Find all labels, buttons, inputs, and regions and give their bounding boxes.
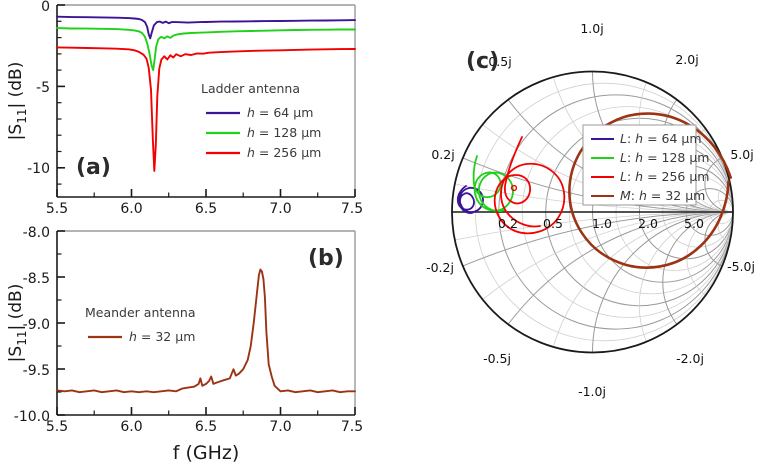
smith-curves bbox=[456, 112, 733, 269]
panel-b-legend-label-0: h = 32 μm bbox=[129, 329, 195, 344]
svg-text:|S11| (dB): |S11| (dB) bbox=[6, 284, 29, 363]
smith-imag-label-lower-3: -2.0j bbox=[676, 351, 704, 366]
panel-a-xtick-1: 6.0 bbox=[120, 201, 142, 217]
smith-curve-h32 bbox=[568, 112, 733, 269]
panel-b-ytick-2: -9.0 bbox=[23, 317, 50, 333]
panel-a-ylabel-sub: 11 bbox=[15, 109, 29, 124]
smith-imag-label-upper-1: 0.5j bbox=[488, 54, 511, 69]
panel-b-legend: Meander antenna h = 32 μm bbox=[85, 305, 195, 344]
panel-b-yticks bbox=[57, 230, 65, 416]
smith-real-label-1: 0.5 bbox=[543, 216, 563, 231]
panel-b-ylabel-sub: 11 bbox=[15, 331, 29, 346]
panel-b: -8.0 -8.5 -9.0 -9.5 -10.0 5.5 6.0 6.5 7.… bbox=[6, 225, 363, 464]
smith-real-label-0: 0.2 bbox=[498, 216, 518, 231]
panel-a-xtick-3: 7.0 bbox=[269, 201, 291, 217]
panel-a-ytick-0: 0 bbox=[41, 0, 50, 15]
panel-c-label: (c) bbox=[466, 49, 499, 74]
curve-meander-h32 bbox=[56, 268, 356, 394]
smith-real-label-3: 2.0 bbox=[638, 216, 658, 231]
panel-b-xticks bbox=[56, 407, 356, 415]
smith-real-label-2: 1.0 bbox=[592, 216, 612, 231]
panel-a-xtick-2: 6.5 bbox=[195, 201, 217, 217]
panel-b-xlabel: f (GHz) bbox=[173, 442, 240, 464]
panel-b-ylabel-post: | (dB) bbox=[6, 284, 26, 331]
smith-imag-label-lower-0: -0.2j bbox=[426, 260, 454, 275]
panel-a-ytick-1: -5 bbox=[36, 80, 50, 96]
panel-a-legend: Ladder antenna h = 64 μm h = 128 μm h = … bbox=[201, 81, 321, 160]
panel-b-ytick-1: -8.5 bbox=[23, 271, 50, 287]
panel-a-ylabel-post: | (dB) bbox=[6, 62, 26, 109]
smith-outer-circle bbox=[451, 70, 734, 354]
smith-imag-label-lower-2: -1.0j bbox=[578, 384, 606, 399]
panel-b-ytick-4: -10.0 bbox=[14, 409, 50, 425]
panel-a-xtick-0: 5.5 bbox=[46, 201, 68, 217]
panel-b-legend-title: Meander antenna bbox=[85, 305, 195, 320]
panel-c-legend: L: h = 64 μm L: h = 128 μm L: h = 256 μm… bbox=[582, 124, 709, 206]
smith-curve-h128 bbox=[472, 155, 514, 212]
panel-b-ytick-0: -8.0 bbox=[23, 225, 50, 241]
panel-b-label: (b) bbox=[308, 246, 344, 271]
smith-curve-h64 bbox=[456, 185, 484, 214]
panel-a-ylabel: |S11| (dB) bbox=[6, 62, 29, 141]
panel-a-legend-label-2: h = 256 μm bbox=[247, 145, 321, 160]
panel-b-ytick-3: -9.5 bbox=[23, 363, 50, 379]
curve-ladder-h128 bbox=[56, 27, 356, 72]
smith-imag-label-upper-2: 1.0j bbox=[580, 21, 603, 36]
panel-a-ytick-2: -10 bbox=[27, 161, 50, 177]
panel-b-xtick-3: 7.0 bbox=[269, 419, 291, 435]
smith-imag-label-upper-4: 5.0j bbox=[730, 147, 753, 162]
panel-b-xtick-1: 6.0 bbox=[120, 419, 142, 435]
smith-real-label-4: 5.0 bbox=[684, 216, 704, 231]
panel-b-ylabel: |S11| (dB) bbox=[6, 284, 29, 363]
panel-c-legend-label-0: L: h = 64 μm bbox=[620, 131, 702, 146]
curve-ladder-h64 bbox=[56, 15, 356, 40]
panel-a-yticks bbox=[57, 4, 65, 185]
panel-a-xtick-4: 7.5 bbox=[341, 201, 363, 217]
panel-b-xtick-4: 7.5 bbox=[341, 419, 363, 435]
curve-ladder-h256 bbox=[56, 46, 356, 172]
smith-imag-label-upper-0: 0.2j bbox=[431, 147, 454, 162]
panel-a: 0 -5 -10 5.5 6.0 6.5 7.0 7.5 bbox=[6, 0, 363, 217]
smith-imag-label-upper-3: 2.0j bbox=[675, 52, 698, 67]
panel-b-xtick-0: 5.5 bbox=[46, 419, 68, 435]
panel-c-legend-label-3: M: h = 32 μm bbox=[620, 188, 705, 203]
smith-imag-label-lower-4: -5.0j bbox=[727, 259, 755, 274]
svg-text:|S11| (dB): |S11| (dB) bbox=[6, 62, 29, 141]
smith-marker-dot bbox=[510, 184, 518, 192]
panel-a-label: (a) bbox=[76, 155, 111, 180]
panel-a-curves bbox=[56, 15, 356, 172]
panel-b-ylabel-pre: |S bbox=[6, 346, 26, 363]
panel-a-xticks bbox=[56, 189, 356, 197]
panel-c-legend-label-1: L: h = 128 μm bbox=[620, 150, 709, 165]
panel-a-legend-label-0: h = 64 μm bbox=[247, 105, 313, 120]
panel-a-ylabel-pre: |S bbox=[6, 124, 26, 141]
panel-c-legend-label-2: L: h = 256 μm bbox=[620, 169, 709, 184]
panel-a-legend-title: Ladder antenna bbox=[201, 81, 300, 96]
panel-b-xtick-2: 6.5 bbox=[195, 419, 217, 435]
smith-curve-h256 bbox=[493, 136, 566, 235]
smith-imag-label-lower-1: -0.5j bbox=[483, 351, 511, 366]
panel-a-legend-label-1: h = 128 μm bbox=[247, 125, 321, 140]
